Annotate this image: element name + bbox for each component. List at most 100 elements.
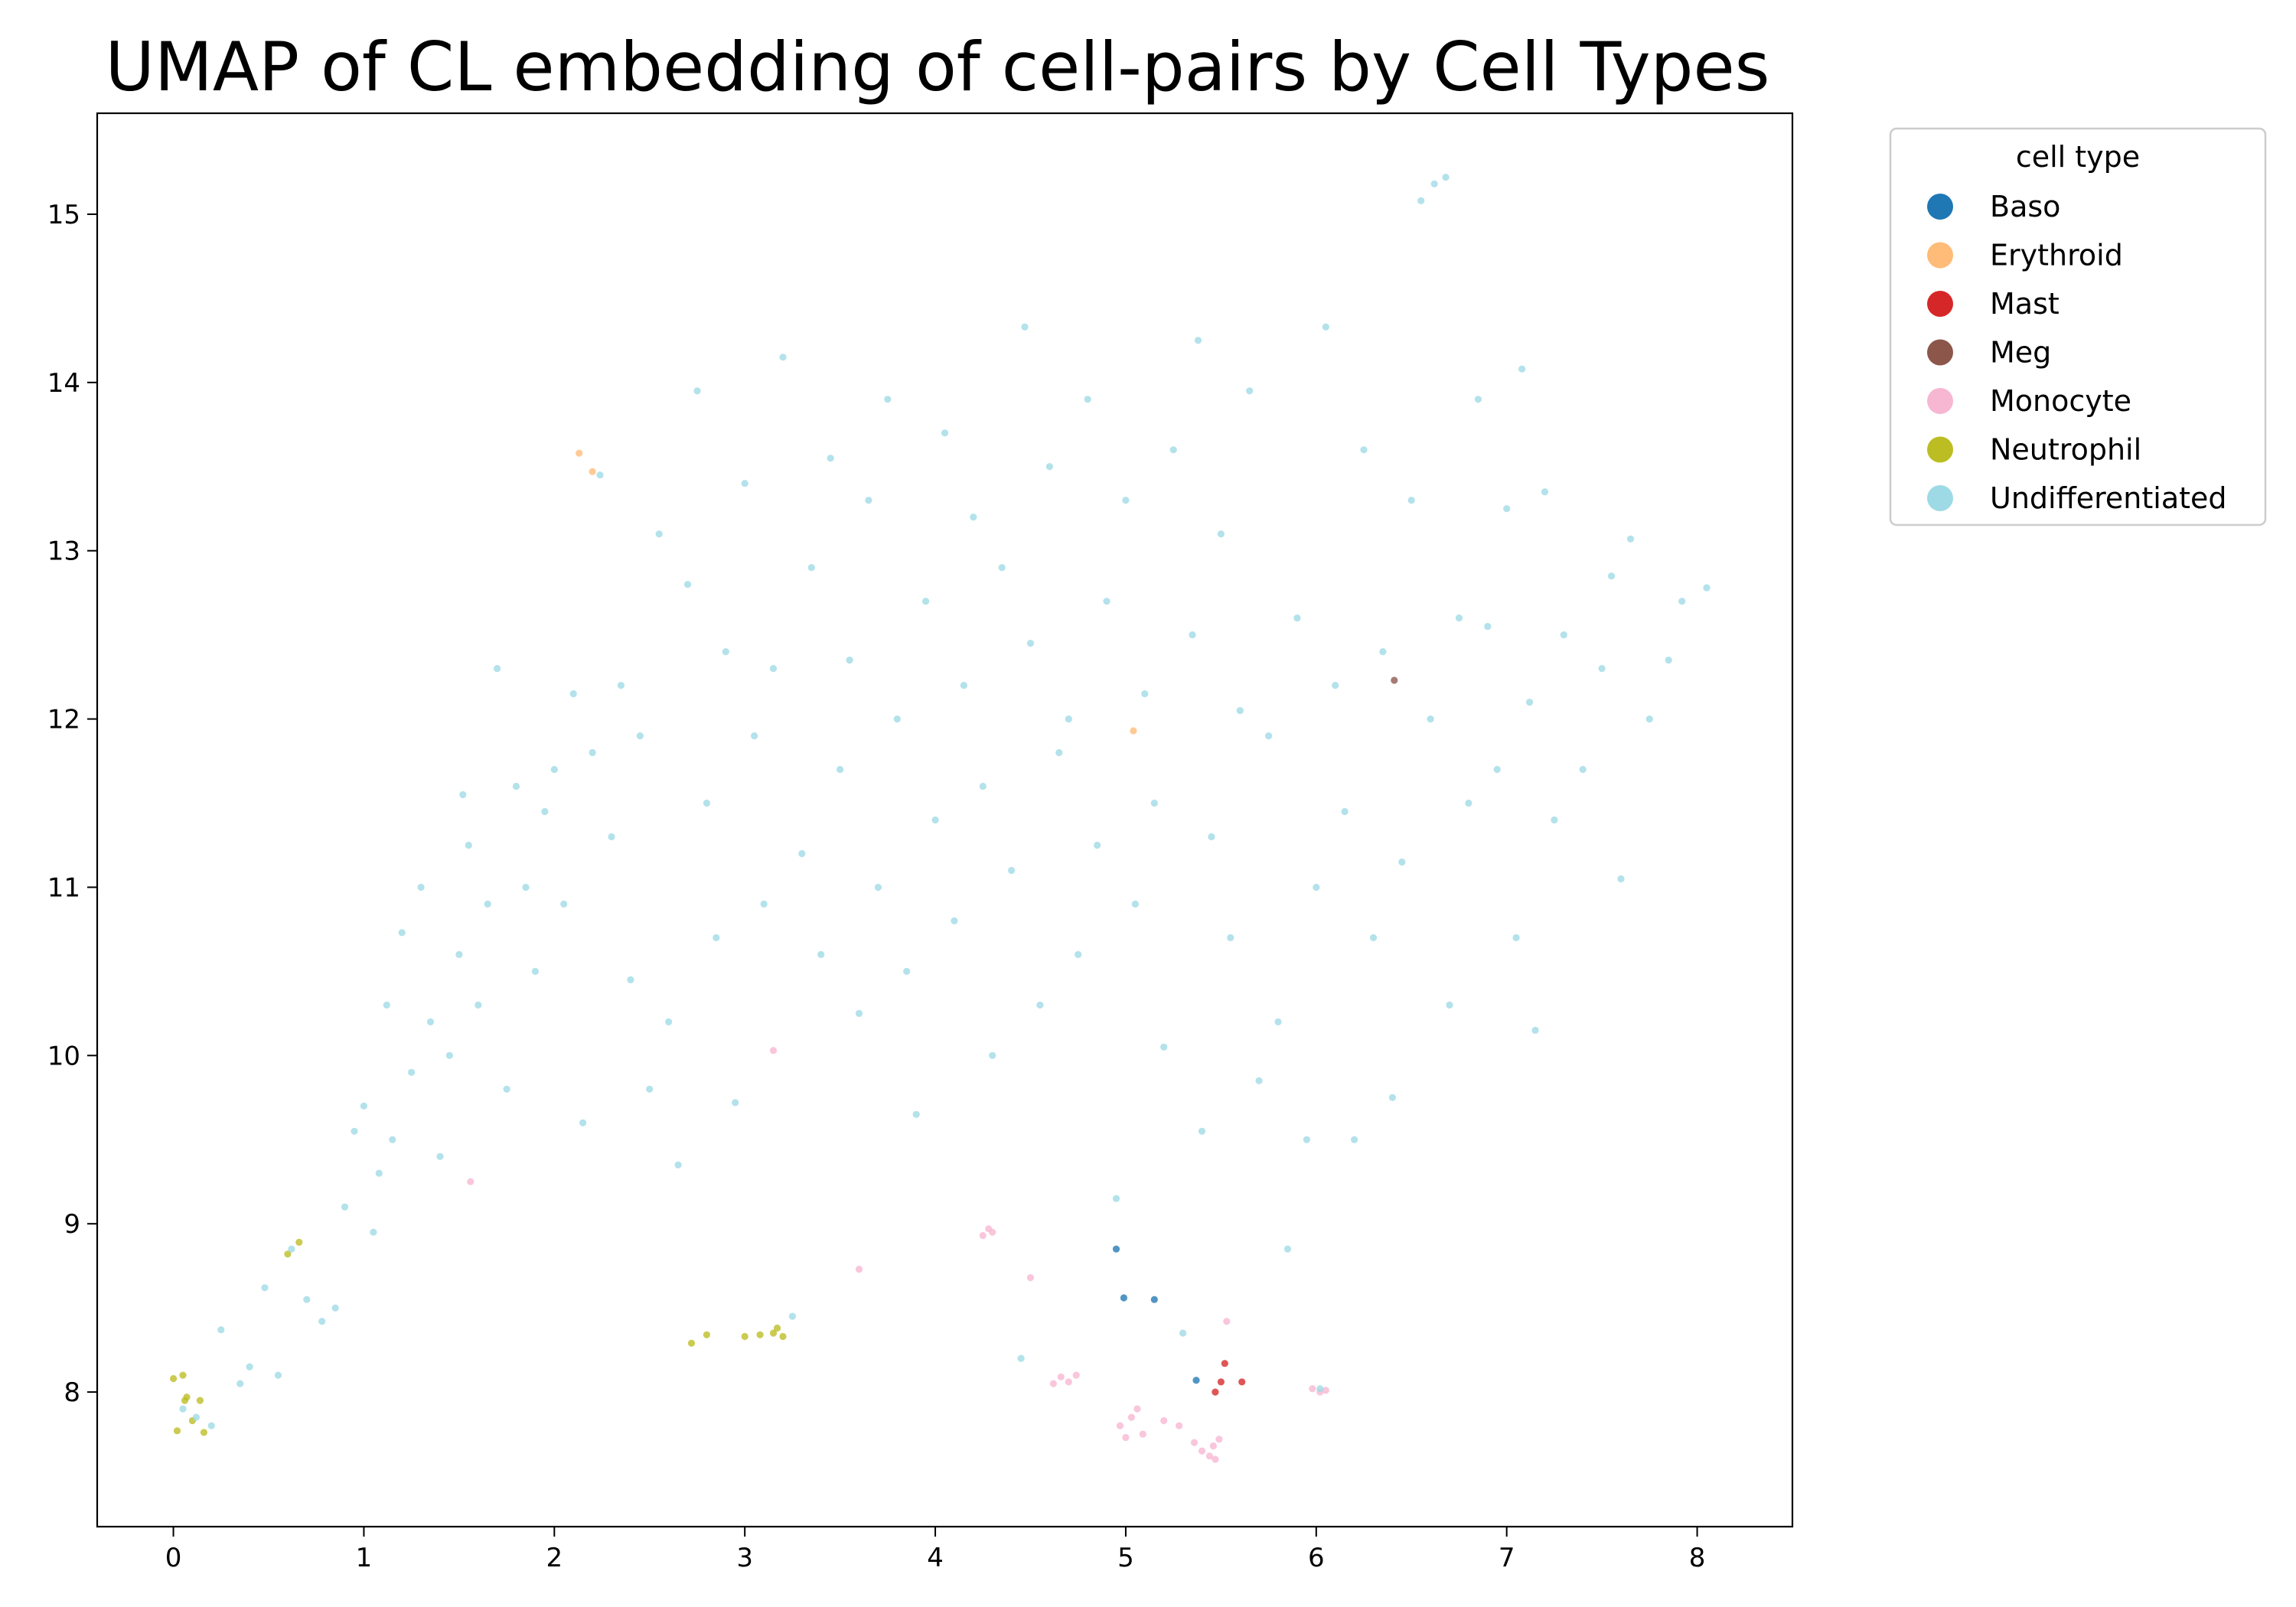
point-monocyte [1212,1455,1219,1463]
x-axis: 0 1 2 3 4 5 6 7 8 [165,1527,1706,1573]
point-meg [1391,676,1398,684]
point-undifferentiated [512,782,520,790]
point-undifferentiated [779,354,787,361]
point-monocyte [1049,1380,1057,1387]
point-undifferentiated [1446,1001,1453,1009]
point-undifferentiated [884,396,892,403]
point-neutrophil [703,1331,711,1338]
point-undifferentiated [893,715,901,723]
point-undifferentiated [674,1161,682,1169]
point-undifferentiated [655,530,663,538]
point-monocyte [1133,1405,1141,1413]
point-undifferentiated [1531,1026,1539,1034]
point-undifferentiated [1417,197,1425,204]
point-monocyte [1139,1430,1146,1438]
point-undifferentiated [760,900,768,908]
point-undifferentiated [192,1413,200,1421]
point-neutrophil [687,1339,696,1347]
point-undifferentiated [1598,665,1606,673]
point-undifferentiated [1179,1329,1187,1337]
series-meg [1391,676,1398,684]
point-undifferentiated [341,1203,349,1211]
point-undifferentiated [788,1312,796,1320]
point-undifferentiated [503,1085,510,1093]
point-undifferentiated [389,1136,396,1143]
point-undifferentiated [1169,446,1177,454]
point-undifferentiated [769,665,778,673]
legend-marker-mast [1927,291,1953,317]
point-undifferentiated [1208,833,1215,841]
point-undifferentiated [970,513,977,521]
y-tick-label: 12 [47,705,80,735]
point-undifferentiated [855,1009,863,1017]
legend-label-undifferentiated: Undifferentiated [1990,481,2227,515]
y-tick-label: 8 [64,1377,80,1408]
legend-label-neutrophil: Neutrophil [1990,433,2141,467]
point-undifferentiated [417,883,425,892]
point-undifferentiated [426,1018,435,1025]
plot-area-frame [96,112,1794,1528]
series-neutrophil [170,1238,787,1436]
point-monocyte [467,1178,475,1185]
point-undifferentiated [617,682,625,689]
y-tick-label: 13 [47,536,80,567]
point-undifferentiated [179,1405,187,1413]
legend-marker-meg [1927,339,1953,366]
legend-label-monocyte: Monocyte [1990,384,2131,418]
point-monocyte [1176,1422,1183,1429]
point-baso [1192,1377,1200,1384]
point-undifferentiated [246,1363,253,1371]
point-undifferentiated [1194,337,1202,344]
point-undifferentiated [1122,497,1130,504]
point-monocyte [1057,1373,1065,1380]
point-mast [1221,1360,1228,1367]
point-undifferentiated [627,976,634,983]
point-undifferentiated [1608,572,1616,580]
point-undifferentiated [989,1051,996,1059]
point-undifferentiated [589,748,596,757]
point-monocyte [1209,1442,1217,1450]
x-tick-label: 8 [1689,1543,1706,1573]
point-undifferentiated [1579,765,1587,774]
legend-marker-neutrophil [1927,436,1953,463]
point-undifferentiated [1427,715,1434,723]
point-undifferentiated [465,841,472,849]
x-tick-label: 6 [1308,1543,1325,1573]
point-erythroid [1130,727,1137,735]
point-undifferentiated [318,1318,326,1325]
point-undifferentiated [807,564,815,572]
point-undifferentiated [1255,1077,1263,1084]
point-undifferentiated [579,1119,587,1126]
point-undifferentiated [941,429,949,437]
point-undifferentiated [798,849,806,858]
point-undifferentiated [1518,365,1526,373]
point-undifferentiated [331,1304,339,1312]
point-neutrophil [179,1371,187,1379]
point-undifferentiated [1665,657,1672,664]
point-undifferentiated [1045,463,1053,471]
point-undifferentiated [475,1001,482,1009]
point-monocyte [1122,1433,1130,1442]
x-tick-label: 3 [736,1543,753,1573]
point-undifferentiated [998,564,1006,572]
point-undifferentiated [912,1110,920,1118]
point-monocyte [1116,1422,1124,1429]
point-neutrophil [173,1427,181,1435]
point-undifferentiated [817,950,825,958]
point-undifferentiated [1084,396,1091,403]
point-undifferentiated [494,665,501,673]
point-neutrophil [170,1374,178,1383]
point-undifferentiated [1442,174,1450,181]
point-undifferentiated [1360,446,1368,454]
legend-marker-erythroid [1927,242,1953,269]
x-tick-label: 0 [165,1543,182,1573]
point-undifferentiated [1379,648,1387,656]
point-undifferentiated [846,657,853,664]
point-undifferentiated [1430,180,1438,187]
point-undifferentiated [1189,631,1196,639]
legend-label-erythroid: Erythroid [1990,239,2123,272]
point-neutrophil [284,1250,292,1258]
point-undifferentiated [1217,530,1225,538]
point-mast [1217,1378,1225,1386]
point-undifferentiated [1626,535,1635,543]
